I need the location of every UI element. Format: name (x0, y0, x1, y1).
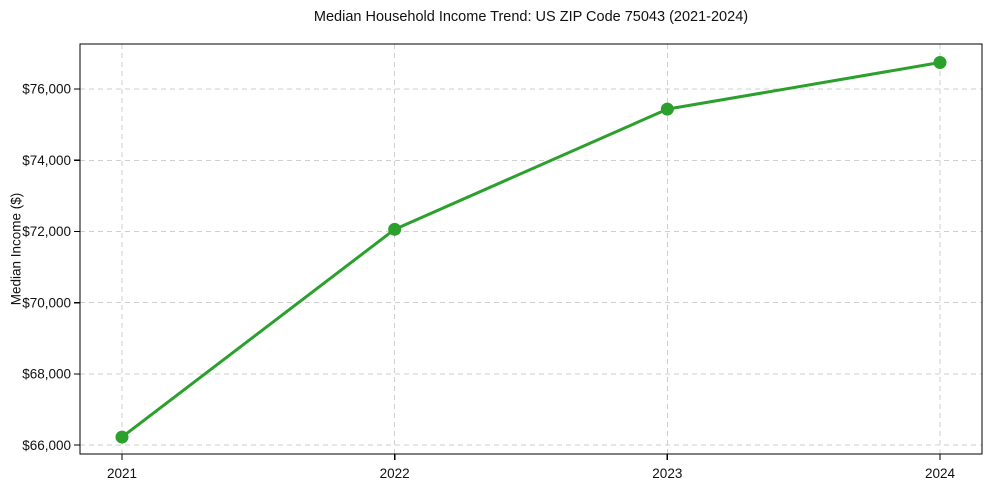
x-tick-label: 2023 (652, 466, 682, 481)
x-tick-label: 2022 (380, 466, 410, 481)
chart-title: Median Household Income Trend: US ZIP Co… (313, 9, 749, 25)
data-point (660, 102, 674, 116)
y-axis-label: Median Income ($) (8, 192, 24, 306)
y-tick-label: $76,000 (22, 82, 71, 97)
x-tick-label: 2024 (925, 466, 956, 481)
axes-spines (79, 43, 983, 455)
y-tick-label: $68,000 (22, 367, 71, 382)
income-trend-line (120, 61, 942, 439)
data-point (388, 222, 402, 236)
data-point (115, 430, 129, 444)
data-point (933, 56, 947, 70)
x-tick-label: 2021 (107, 466, 137, 481)
y-tick-label: $70,000 (22, 295, 71, 310)
y-tick-label: $72,000 (22, 224, 71, 239)
y-tick-label: $74,000 (22, 153, 71, 168)
y-tick-label: $66,000 (22, 438, 71, 453)
